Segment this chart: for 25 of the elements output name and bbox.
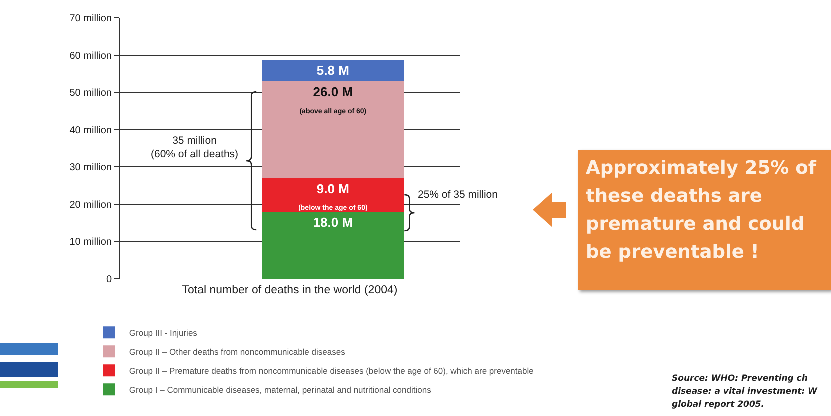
y-tick-label: 0: [106, 274, 112, 286]
source-note: Source: WHO: Preventing ch: [672, 374, 808, 384]
y-tick-label: 70 million: [70, 14, 112, 24]
text: 35 million (60% of all deaths): [151, 135, 239, 161]
y-tick-label: 40 million: [70, 125, 112, 136]
bar: [262, 212, 405, 279]
bar: [262, 60, 405, 82]
y-tick-label: 10 million: [70, 237, 112, 248]
legend-label: Group III - Injuries: [129, 328, 198, 338]
legend-label: Group II – Other deaths from noncommunicable diseases: [129, 346, 346, 357]
bar: [262, 178, 405, 212]
text: disease: a vital investment: W: [672, 387, 818, 397]
data-label: 5.8 M: [316, 62, 350, 78]
y-tick-label: 60 million: [70, 50, 112, 62]
y-tick-label: 20 million: [70, 200, 112, 211]
legend-label: Group I – Communicable diseases, maternal, perinatal and nutritional conditions: [129, 384, 432, 395]
text: global report 2005.: [672, 400, 765, 410]
data-label: 18.0 M: [313, 214, 354, 230]
y-tick-label: 50 million: [70, 88, 112, 100]
text: 25% of 35 million: [418, 189, 498, 201]
y-tick-label: 30 million: [70, 162, 112, 174]
x-axis-title: Total number of deaths in the world (2004): [182, 284, 398, 297]
bar: [262, 81, 405, 178]
legend-label: Group II – Premature deaths from noncommunicable diseases (below the age of 60), which are preventable: [129, 366, 534, 376]
text: Approximately 25% of these deaths are premature and could be preventable !: [578, 150, 831, 290]
